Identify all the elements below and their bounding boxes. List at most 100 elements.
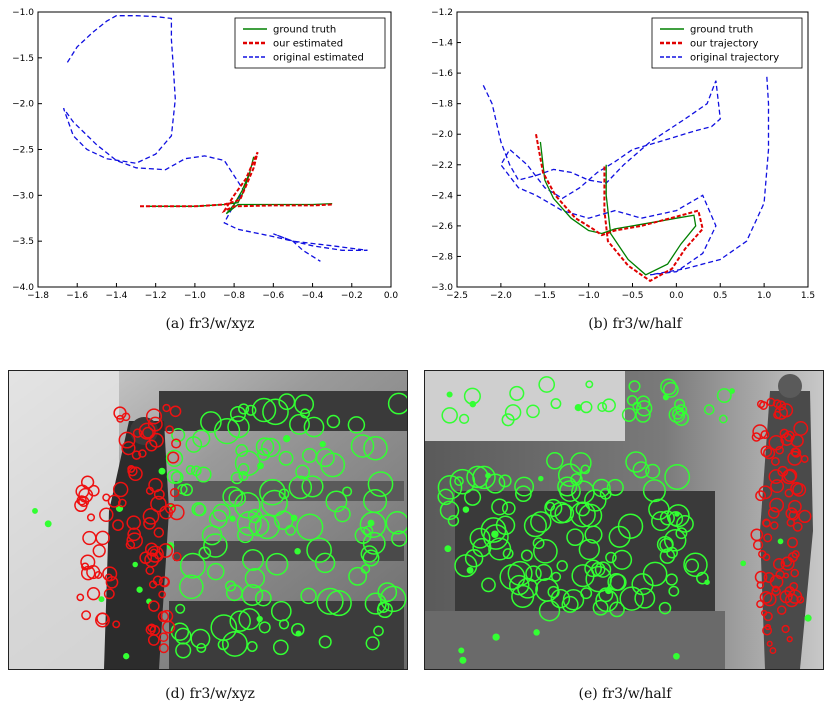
static-feature-marker <box>270 600 292 622</box>
dynamic-feature-marker <box>153 527 165 538</box>
static-feature-marker <box>488 537 512 561</box>
static-feature-marker <box>290 514 298 522</box>
static-feature-marker <box>602 398 616 413</box>
static-feature-marker <box>628 380 641 393</box>
static-feature-marker <box>342 486 353 497</box>
static-feature-marker <box>684 558 700 573</box>
static-feature-marker <box>606 478 624 496</box>
dynamic-feature-marker <box>768 469 784 485</box>
y-tick-label: −1.8 <box>431 100 453 110</box>
static-feature-marker <box>278 450 294 466</box>
legend: ground truth our estimated original estima… <box>234 17 386 69</box>
static-feature-marker <box>538 475 544 482</box>
y-tick-label: −2.5 <box>12 146 34 156</box>
y-tick-label: −3.0 <box>431 283 453 293</box>
dynamic-feature-marker <box>145 566 155 575</box>
static-feature-marker <box>288 475 313 500</box>
static-feature-marker <box>228 489 246 507</box>
static-feature-marker <box>300 587 317 605</box>
dynamic-feature-marker <box>756 581 765 589</box>
y-tick-label: −2.6 <box>431 222 453 232</box>
static-feature-marker <box>325 490 348 513</box>
caption-d: (d) fr3/w/xyz <box>165 686 255 702</box>
static-feature-marker <box>255 589 272 607</box>
static-feature-marker <box>132 561 138 568</box>
chart-a: −1.8 −1.6 −1.4 −1.2 −1.0 −0.8 −0.6 −0.4 −0.2 0.0 −… <box>12 8 399 301</box>
dynamic-feature-marker <box>169 405 182 418</box>
x-tick-label: 0.0 <box>384 291 399 301</box>
dynamic-feature-marker <box>792 482 807 497</box>
dynamic-feature-marker <box>783 468 798 483</box>
static-feature-marker <box>483 524 509 550</box>
static-feature-marker <box>501 501 516 516</box>
dynamic-feature-marker <box>162 620 176 634</box>
dynamic-feature-marker <box>800 455 809 463</box>
y-tick-label: −2.2 <box>431 161 453 171</box>
legend: ground truth our trajectory original traje… <box>651 17 803 69</box>
x-tick-label: 0.0 <box>669 291 684 301</box>
static-feature-marker <box>257 448 270 461</box>
dynamic-feature-marker <box>769 647 777 655</box>
y-tick-label: −3.5 <box>12 237 34 247</box>
static-feature-marker <box>551 571 562 582</box>
x-tick-label: −1.0 <box>578 291 600 301</box>
dynamic-feature-marker <box>768 434 784 451</box>
photo-e-features <box>437 376 812 664</box>
static-feature-marker <box>246 641 258 652</box>
static-feature-marker <box>439 500 460 521</box>
dynamic-feature-marker <box>127 466 138 477</box>
static-feature-marker <box>645 463 661 479</box>
static-feature-marker <box>303 416 325 438</box>
dynamic-feature-marker <box>785 507 798 520</box>
static-feature-marker <box>254 514 280 540</box>
dynamic-feature-marker <box>158 590 166 599</box>
static-feature-marker <box>666 546 678 559</box>
photo-d-drawing <box>9 371 407 669</box>
static-feature-marker <box>662 394 669 401</box>
static-feature-marker <box>225 584 243 602</box>
static-feature-marker <box>716 388 732 404</box>
dynamic-feature-marker <box>148 477 163 493</box>
legend-label: original estimated <box>273 53 364 64</box>
y-tick-label: −2.4 <box>431 191 453 201</box>
static-feature-marker <box>198 546 212 560</box>
dynamic-feature-marker <box>769 497 785 513</box>
dynamic-feature-marker <box>760 430 770 440</box>
static-feature-marker <box>598 587 614 603</box>
static-feature-marker <box>191 502 206 517</box>
y-tick-label: −2.0 <box>431 130 453 140</box>
chart-a-panel: −1.8 −1.6 −1.4 −1.2 −1.0 −0.8 −0.6 −0.4 −0.2 0.0 −… <box>0 0 415 305</box>
static-feature-marker <box>530 511 552 533</box>
static-feature-marker <box>347 416 366 434</box>
dynamic-feature-marker <box>171 438 182 449</box>
dynamic-feature-marker <box>162 403 171 413</box>
static-feature-marker <box>626 394 638 406</box>
dynamic-feature-marker <box>131 450 142 460</box>
static-feature-marker <box>365 636 380 651</box>
dynamic-feature-marker <box>104 573 113 582</box>
photo-e-floor <box>425 611 725 669</box>
static-feature-marker <box>459 656 467 664</box>
static-feature-marker <box>306 537 332 564</box>
dynamic-feature-marker <box>159 576 170 588</box>
static-feature-marker <box>674 398 686 410</box>
x-tick-label: −2.0 <box>490 291 512 301</box>
series-line-our-trajectory <box>535 134 704 283</box>
x-tick-label: −1.0 <box>184 291 206 301</box>
static-feature-marker <box>227 415 250 439</box>
static-feature-marker <box>350 434 375 458</box>
static-feature-marker <box>207 562 225 581</box>
static-feature-marker <box>158 467 166 475</box>
dynamic-feature-marker <box>772 558 786 571</box>
x-tick-label: 0.5 <box>713 291 727 301</box>
static-feature-marker <box>585 380 594 389</box>
static-feature-marker <box>777 538 784 545</box>
dynamic-feature-marker <box>787 537 798 549</box>
static-feature-marker <box>526 404 540 419</box>
dynamic-feature-marker <box>758 485 773 500</box>
static-feature-marker <box>546 452 564 470</box>
static-feature-marker <box>326 414 341 429</box>
static-feature-marker <box>257 462 264 470</box>
dynamic-feature-marker <box>766 640 773 647</box>
x-tick-label: −1.8 <box>27 291 49 301</box>
